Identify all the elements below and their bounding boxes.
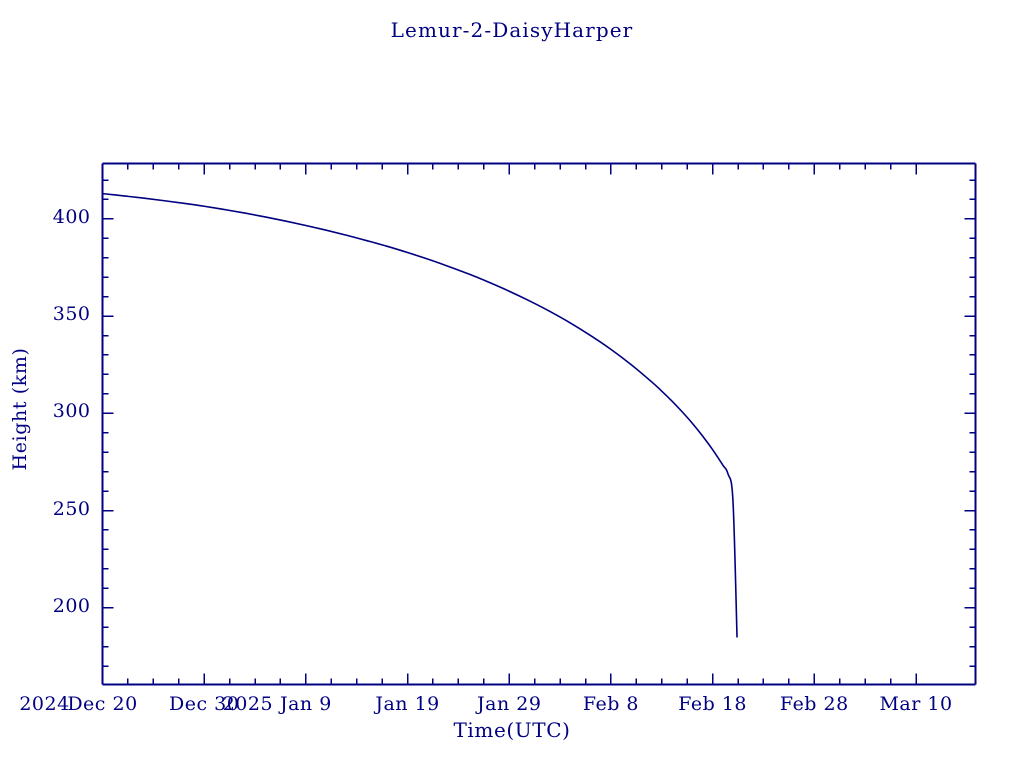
- axis-ticks: [101, 163, 976, 685]
- y-tick-label: 400: [52, 205, 91, 228]
- y-tick-label: 300: [52, 400, 91, 423]
- x-tick-label: Feb 18: [678, 692, 748, 715]
- x-year-label: 2025: [222, 692, 274, 715]
- x-tick-label: Mar 10: [879, 692, 953, 715]
- x-tick-label: Dec 20: [67, 692, 138, 715]
- y-tick-label: 250: [52, 497, 91, 520]
- x-tick-label: Jan 19: [375, 692, 440, 715]
- height-decay-line: [101, 192, 738, 638]
- y-tick-label: 200: [52, 594, 91, 617]
- x-tick-label: Dec 30: [169, 692, 240, 715]
- chart-title: Lemur-2-DaisyHarper: [390, 18, 634, 42]
- axes-frame: [101, 162, 977, 686]
- x-axis-title: Time(UTC): [453, 718, 571, 742]
- x-tick-label: Feb 8: [582, 692, 640, 715]
- x-tick-label: Feb 28: [779, 692, 849, 715]
- x-tick-label: Jan 9: [279, 692, 332, 715]
- x-year-label: 2024: [19, 692, 70, 715]
- x-tick-label: Jan 29: [477, 692, 542, 715]
- y-tick-label: 350: [52, 303, 91, 326]
